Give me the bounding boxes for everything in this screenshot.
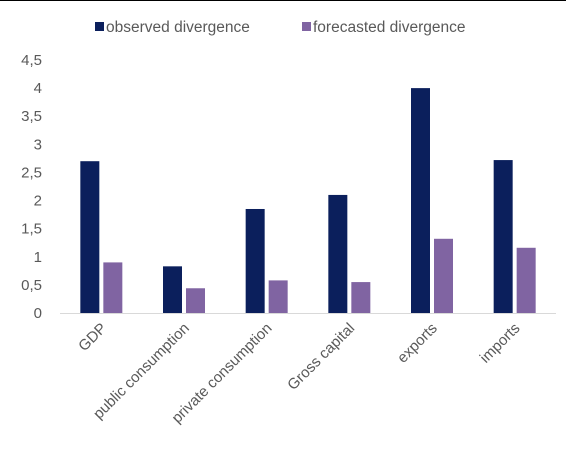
y-tick-label: 0 [34,305,42,322]
x-category-label: exports [394,320,441,367]
x-category-label: Gross capital [284,320,358,394]
bar-observed-4 [411,88,430,313]
x-category-label: GDP [75,320,110,355]
legend: observed divergence forecasted divergence [95,19,466,36]
bar-observed-5 [493,160,513,313]
legend-label-1: forecasted divergence [313,19,466,36]
legend-swatch-1 [302,22,311,31]
bar-forecasted-1 [186,288,205,313]
y-tick-label: 4,5 [21,52,42,69]
bar-forecasted-5 [516,247,536,313]
bar-forecasted-2 [268,280,288,313]
y-tick-label: 3,5 [21,108,42,125]
bar-observed-0 [80,161,100,313]
bar-observed-2 [245,208,265,313]
x-category-label: imports [477,320,524,367]
bars [80,88,536,313]
bar-observed-1 [163,266,182,313]
y-tick-label: 3 [34,136,42,153]
bar-forecasted-0 [103,262,123,313]
legend-swatch-0 [95,22,104,31]
y-tick-label: 2 [34,193,42,210]
bar-observed-3 [328,194,348,313]
y-tick-label: 1,5 [21,221,42,238]
y-tick-label: 1 [34,249,42,266]
bar-forecasted-3 [351,282,371,313]
y-tick-label: 4 [34,80,42,97]
bar-forecasted-4 [434,238,453,313]
legend-label-0: observed divergence [106,19,250,36]
y-tick-label: 0,5 [21,277,42,294]
y-axis: 0 0,5 1 1,5 2 2,5 3 3,5 4 4,5 [21,52,42,322]
y-tick-label: 2,5 [21,164,42,181]
